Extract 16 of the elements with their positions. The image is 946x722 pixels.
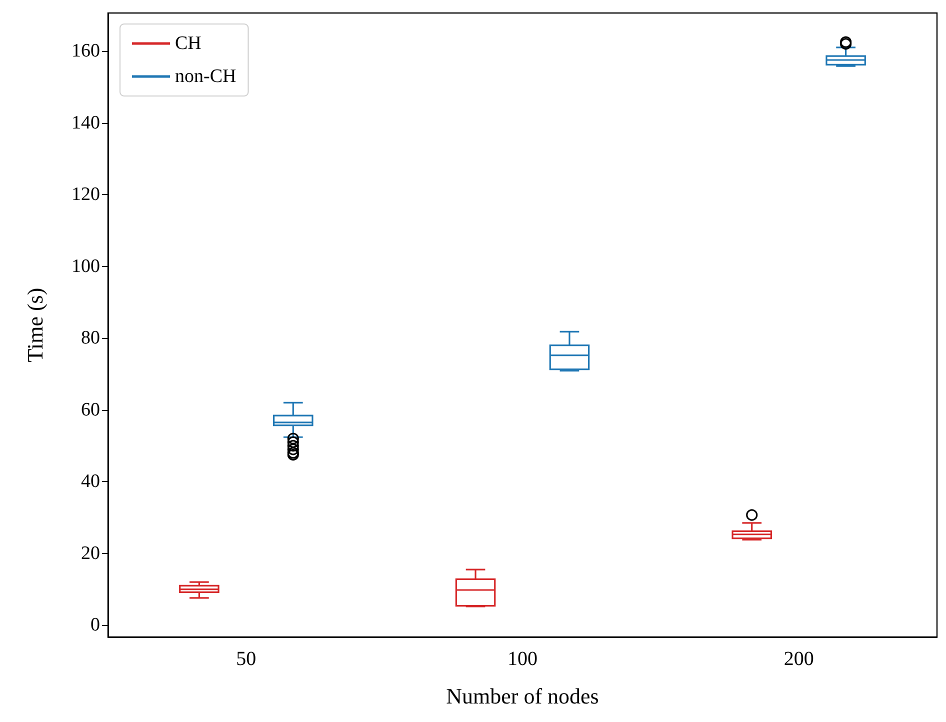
y-axis-title: Time (s) [22,288,48,362]
y-tick-label: 80 [81,328,100,349]
legend-label: non-CH [175,66,236,87]
y-tick-label: 0 [90,614,100,636]
x-tick-label: 100 [508,648,538,670]
x-tick-label: 200 [784,648,814,670]
x-tick-label: 50 [236,648,256,670]
x-axis-title: Number of nodes [446,684,599,708]
y-tick-label: 100 [72,256,100,277]
y-tick-label: 160 [72,40,100,62]
legend-label: CH [175,33,202,54]
y-tick-label: 40 [81,471,100,492]
y-tick-label: 60 [81,399,100,420]
y-tick-label: 140 [72,112,100,134]
y-tick-label: 120 [72,184,100,206]
y-tick-label: 20 [81,542,100,564]
